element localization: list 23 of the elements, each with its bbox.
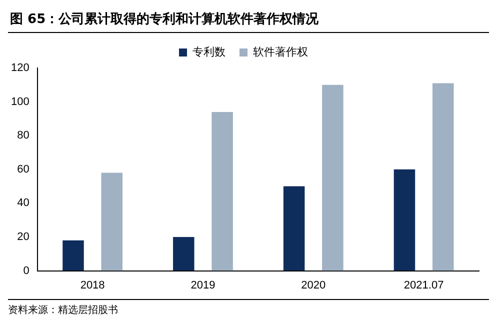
- bar: [101, 172, 123, 271]
- x-tick-label: 2019: [190, 279, 216, 292]
- bar: [394, 169, 416, 271]
- legend-label: 专利数: [192, 45, 226, 58]
- bar: [322, 84, 344, 271]
- y-tick-label: 20: [17, 231, 30, 244]
- bar: [283, 186, 305, 271]
- x-tick-label: 2020: [301, 279, 326, 292]
- y-tick-label: 100: [10, 96, 30, 108]
- y-tick-label: 80: [17, 130, 30, 142]
- bar: [62, 240, 84, 271]
- chart-title: 图 65：公司累计取得的专利和计算机软件著作权情况: [8, 8, 489, 33]
- bar: [173, 237, 194, 271]
- x-tick-label: 2018: [80, 279, 105, 292]
- y-tick-label: 0: [23, 264, 30, 277]
- text: 资料来源：精选层招股书: [8, 299, 489, 317]
- legend-label: 软件著作权: [253, 45, 308, 58]
- bar: [432, 83, 454, 271]
- y-tick-label: 60: [17, 163, 30, 176]
- x-tick-label: 2021.07: [404, 279, 444, 292]
- bar: [212, 112, 233, 271]
- y-tick-label: 40: [17, 197, 30, 210]
- y-tick-label: 120: [10, 62, 30, 74]
